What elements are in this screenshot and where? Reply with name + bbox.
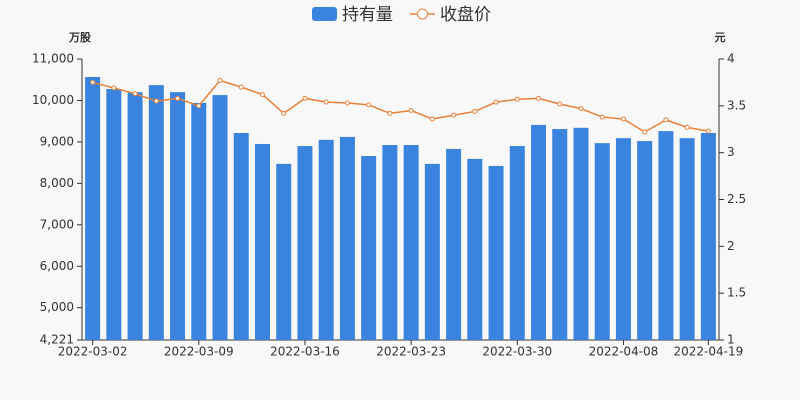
bar <box>318 139 334 340</box>
y2-tick-label: 4 <box>727 52 735 66</box>
bar <box>488 165 504 340</box>
price-point <box>111 85 117 91</box>
price-line <box>92 79 709 133</box>
bar <box>276 163 292 340</box>
price-point <box>493 99 499 105</box>
y-tick-label: 10,000 <box>32 93 74 107</box>
y-tick-label: 7,000 <box>40 217 74 231</box>
bar <box>446 148 462 340</box>
price-point <box>238 84 244 90</box>
price-point <box>196 103 202 109</box>
price-point <box>578 106 584 112</box>
bar <box>531 124 547 340</box>
legend-label: 收盘价 <box>440 5 491 25</box>
price-point <box>132 91 138 97</box>
bar <box>361 155 377 340</box>
bar <box>700 132 716 340</box>
price-point <box>536 95 542 101</box>
bar <box>191 102 207 341</box>
price-point <box>217 78 223 84</box>
bar <box>254 143 270 340</box>
legend-swatch <box>417 8 428 20</box>
x-tick-label: 2022-03-09 <box>164 345 234 359</box>
bar <box>615 138 631 340</box>
price-point <box>705 128 711 134</box>
y2-tick-label: 2 <box>727 239 735 253</box>
price-point <box>620 116 626 122</box>
price-point <box>259 92 265 98</box>
price-point <box>408 108 414 114</box>
price-point <box>663 117 669 123</box>
bar <box>382 145 398 340</box>
price-point <box>429 116 435 122</box>
price-point <box>323 99 329 105</box>
bar <box>552 129 568 340</box>
price-point <box>344 100 350 106</box>
price-point <box>514 96 520 102</box>
legend-swatch <box>312 7 337 21</box>
price-point <box>90 79 96 85</box>
y2-tick-label: 3 <box>727 145 735 159</box>
bar <box>170 92 186 341</box>
y-tick-label: 11,000 <box>32 52 74 66</box>
y-tick-label: 9,000 <box>40 134 74 148</box>
bar <box>509 146 525 340</box>
bar <box>148 85 164 340</box>
bar <box>339 136 355 340</box>
x-tick-label: 2022-03-30 <box>482 345 552 359</box>
bar <box>594 143 610 340</box>
y-tick-label: 8,000 <box>40 176 74 190</box>
y-tick-label: 5,000 <box>40 300 74 314</box>
price-point <box>599 114 605 120</box>
price-point <box>153 98 159 104</box>
price-point <box>557 101 563 107</box>
y2-tick-label: 2.5 <box>727 192 746 206</box>
price-point <box>366 102 372 108</box>
price-point <box>281 110 287 116</box>
y-axis-unit: 万股 <box>68 31 92 44</box>
price-point <box>387 110 393 116</box>
price-point <box>472 108 478 114</box>
bar <box>233 132 249 340</box>
x-tick-label: 2022-03-23 <box>376 345 446 359</box>
y2-axis-unit: 元 <box>715 31 726 44</box>
bar <box>467 158 483 340</box>
bar <box>658 131 674 340</box>
y2-tick-label: 1 <box>727 333 735 347</box>
y2-tick-label: 3.5 <box>727 98 746 112</box>
bar <box>297 146 313 340</box>
price-point <box>684 124 690 130</box>
legend-label: 持有量 <box>342 5 393 25</box>
bar <box>85 76 101 341</box>
x-tick-label: 2022-03-16 <box>270 345 340 359</box>
bar <box>106 89 122 340</box>
x-tick-label: 2022-04-19 <box>674 345 744 359</box>
y2-tick-label: 1.5 <box>727 286 746 300</box>
price-point <box>175 95 181 101</box>
price-point <box>451 112 457 118</box>
bar <box>403 145 419 340</box>
bar <box>424 163 440 340</box>
bar <box>127 92 143 341</box>
bar <box>573 127 589 340</box>
bar <box>212 95 228 341</box>
x-tick-label: 2022-03-02 <box>58 345 128 359</box>
y-tick-label: 6,000 <box>40 259 74 273</box>
y-tick-label: 4,221 <box>40 333 74 347</box>
price-point <box>642 129 648 135</box>
price-point <box>302 95 308 101</box>
bar <box>679 138 695 340</box>
bar <box>637 141 653 340</box>
x-tick-label: 2022-04-08 <box>589 345 659 359</box>
